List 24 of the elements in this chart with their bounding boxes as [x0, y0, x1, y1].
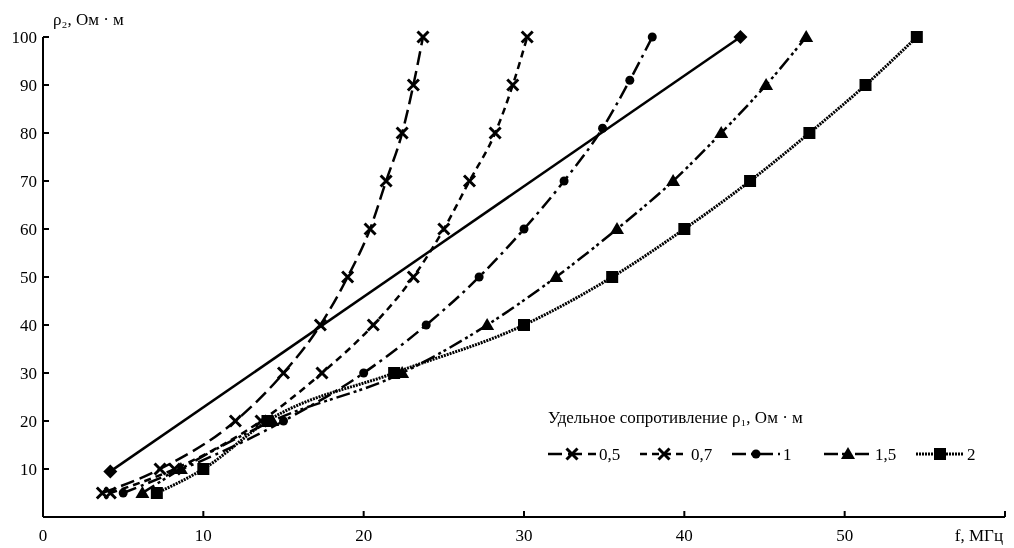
x-axis-title: f, МГц	[954, 526, 1003, 545]
x-tick-label: 40	[675, 526, 693, 545]
y-tick-label: 90	[20, 76, 37, 95]
y-tick-label: 40	[20, 316, 37, 335]
legend-label: 1	[783, 445, 792, 464]
y-tick-label: 80	[20, 124, 37, 143]
y-tick-label: 10	[20, 460, 37, 479]
y-tick-label: 100	[11, 28, 37, 47]
legend-title: Удельное сопротивление ρ₁, Ом · м	[548, 408, 804, 427]
x-tick-label: 10	[194, 526, 212, 545]
y-tick-label: 50	[20, 268, 37, 287]
y-tick-label: 30	[20, 364, 37, 383]
y-tick-label: 20	[20, 412, 37, 431]
legend-label: 2	[967, 445, 976, 464]
legend-label: 1,5	[875, 445, 897, 464]
legend-label: 0,5	[599, 445, 621, 464]
x-tick-label: 20	[355, 526, 373, 545]
legend-label: 0,7	[691, 445, 713, 464]
y-tick-label: 70	[20, 172, 37, 191]
x-tick-label: 30	[515, 526, 533, 545]
y-axis-title: ρ₂, Ом · м	[53, 10, 125, 29]
x-tick-label: 0	[38, 526, 48, 545]
y-tick-label: 60	[20, 220, 37, 239]
x-tick-label: 50	[836, 526, 854, 545]
